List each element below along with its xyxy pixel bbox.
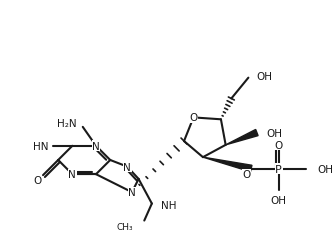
Text: N: N bbox=[128, 188, 136, 197]
Polygon shape bbox=[226, 130, 258, 145]
Text: OH: OH bbox=[256, 72, 272, 82]
Text: NH: NH bbox=[161, 200, 177, 210]
Text: N: N bbox=[68, 170, 76, 179]
Text: O: O bbox=[33, 175, 41, 185]
Text: OH: OH bbox=[271, 195, 287, 205]
Text: O: O bbox=[242, 170, 250, 179]
Text: O: O bbox=[275, 140, 283, 150]
Polygon shape bbox=[203, 158, 252, 172]
Text: N: N bbox=[123, 162, 131, 172]
Text: HN: HN bbox=[33, 141, 49, 151]
Text: OH: OH bbox=[317, 164, 333, 174]
Text: H₂N: H₂N bbox=[57, 118, 77, 128]
Text: OH: OH bbox=[266, 128, 282, 138]
Text: O: O bbox=[189, 113, 198, 123]
Text: CH₃: CH₃ bbox=[116, 222, 133, 231]
Text: P: P bbox=[275, 164, 282, 174]
Text: N: N bbox=[92, 141, 100, 151]
